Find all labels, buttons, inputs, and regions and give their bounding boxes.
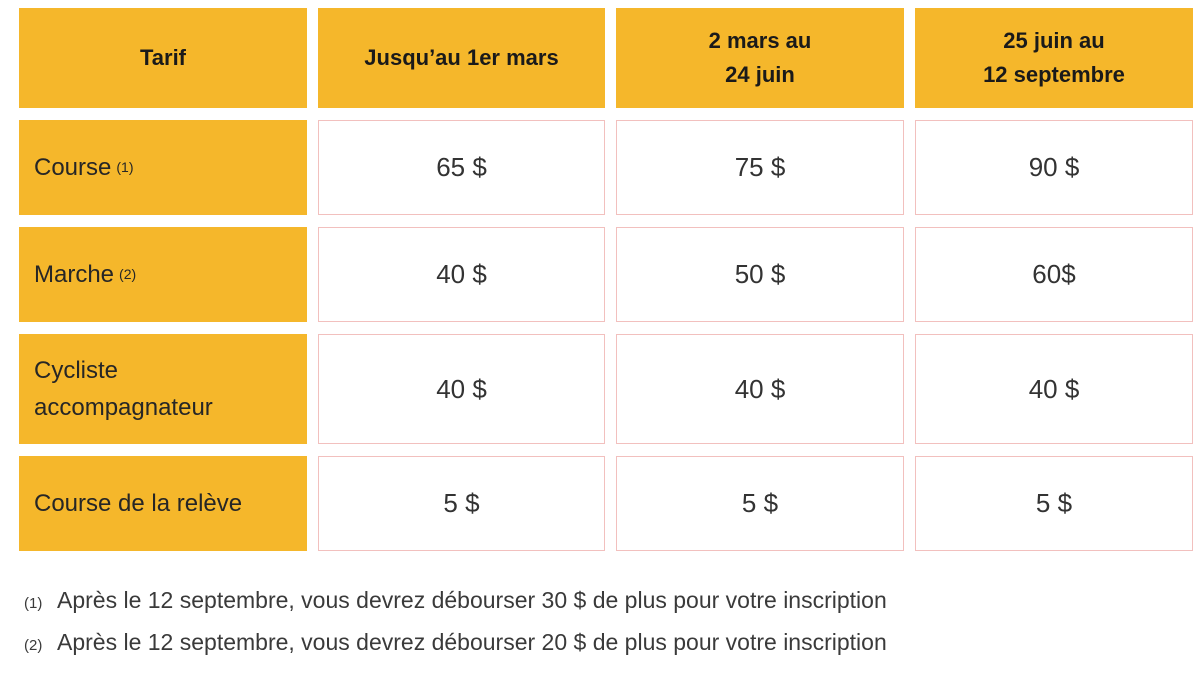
footnotes: (1) Après le 12 septembre, vous devrez d… [24,587,1192,656]
header-period-3: 25 juin au 12 septembre [915,8,1193,108]
price-releve-period-2: 5 $ [616,456,904,551]
row-label-text: Course de la relève [34,489,243,517]
price-marche-period-2: 50 $ [616,227,904,322]
row-label-text: Cycliste accompagnateur [34,356,213,421]
price-cycliste-period-3: 40 $ [915,334,1193,444]
row-label-cycliste: Cycliste accompagnateur [19,334,307,444]
header-tarif: Tarif [19,8,307,108]
footnote-text: Après le 12 septembre, vous devrez débou… [57,629,887,655]
footnote-marker: (2) [24,637,43,654]
price-releve-period-3: 5 $ [915,456,1193,551]
row-label-text: Marche [34,260,115,288]
price-cycliste-period-1: 40 $ [318,334,605,444]
row-label-text: Course [34,153,112,181]
price-releve-period-1: 5 $ [318,456,605,551]
price-course-period-2: 75 $ [616,120,904,215]
price-course-period-1: 65 $ [318,120,605,215]
row-label-marche: Marche (2) [19,227,307,322]
footnote-1: (1) Après le 12 septembre, vous devrez d… [24,587,1192,614]
footnote-text: Après le 12 septembre, vous devrez débou… [57,587,887,613]
row-label-course: Course (1) [19,120,307,215]
footnote-ref-2: (2) [119,265,137,282]
header-period-2: 2 mars au 24 juin [616,8,904,108]
footnote-marker: (1) [24,595,43,612]
price-marche-period-1: 40 $ [318,227,605,322]
price-course-period-3: 90 $ [915,120,1193,215]
price-cycliste-period-2: 40 $ [616,334,904,444]
header-period-1: Jusqu’au 1er mars [318,8,605,108]
row-label-releve: Course de la relève [19,456,307,551]
pricing-table: Tarif Jusqu’au 1er mars 2 mars au 24 jui… [19,8,1193,551]
price-marche-period-3: 60$ [915,227,1193,322]
footnote-2: (2) Après le 12 septembre, vous devrez d… [24,629,1192,656]
footnote-ref-1: (1) [116,158,134,175]
